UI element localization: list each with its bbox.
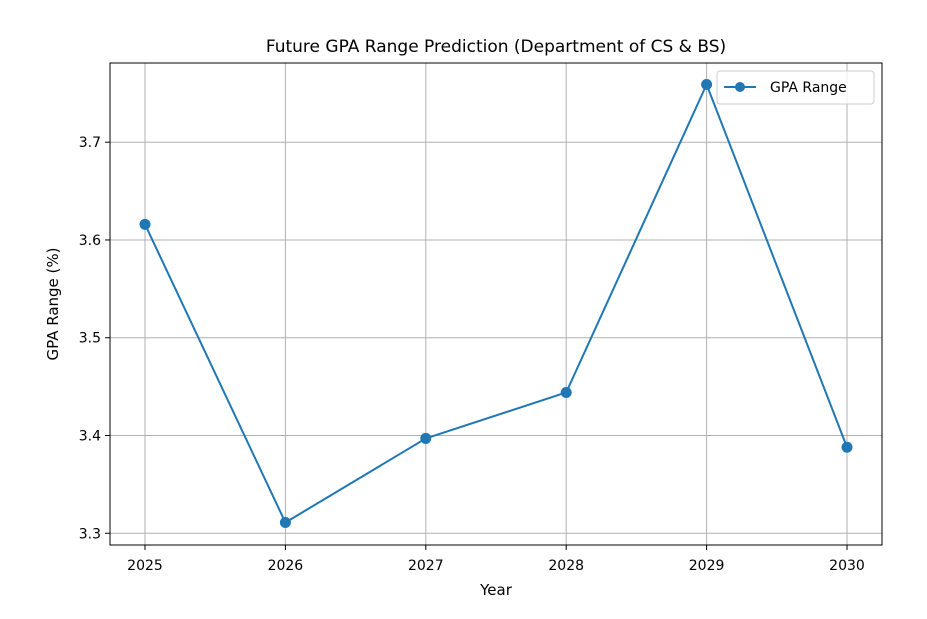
y-tick-label: 3.7 [79, 135, 101, 151]
data-point [701, 79, 713, 91]
chart-title: Future GPA Range Prediction (Department … [266, 37, 726, 57]
y-axis-label: GPA Range (%) [44, 247, 62, 360]
grid-lines [110, 63, 882, 545]
legend-marker-swatch [735, 82, 745, 92]
y-tick-label: 3.3 [79, 526, 101, 542]
x-tick-label: 2025 [127, 558, 163, 574]
x-tick-label: 2030 [829, 558, 865, 574]
data-point [560, 386, 572, 398]
x-tick-label: 2026 [268, 558, 304, 574]
x-axis-label: Year [479, 581, 513, 599]
data-point [279, 517, 291, 529]
y-axis-ticks: 3.3 3.4 3.5 3.6 3.7 [79, 135, 110, 542]
legend-box [716, 70, 875, 105]
plot-area-frame [109, 62, 883, 546]
x-tick-label: 2027 [408, 558, 444, 574]
legend: GPA Range [716, 70, 875, 105]
series-layer [139, 79, 853, 529]
legend-label: GPA Range [770, 80, 847, 96]
y-tick-label: 3.4 [79, 428, 101, 444]
x-tick-label: 2028 [548, 558, 584, 574]
x-axis-ticks: 2025 2026 2027 2028 2029 2030 [127, 545, 865, 574]
data-point [420, 432, 432, 444]
x-tick-label: 2029 [689, 558, 725, 574]
y-tick-label: 3.5 [79, 331, 101, 347]
series-line [144, 83, 848, 524]
data-point [841, 441, 853, 453]
y-tick-label: 3.6 [79, 233, 101, 249]
data-point [139, 218, 151, 230]
